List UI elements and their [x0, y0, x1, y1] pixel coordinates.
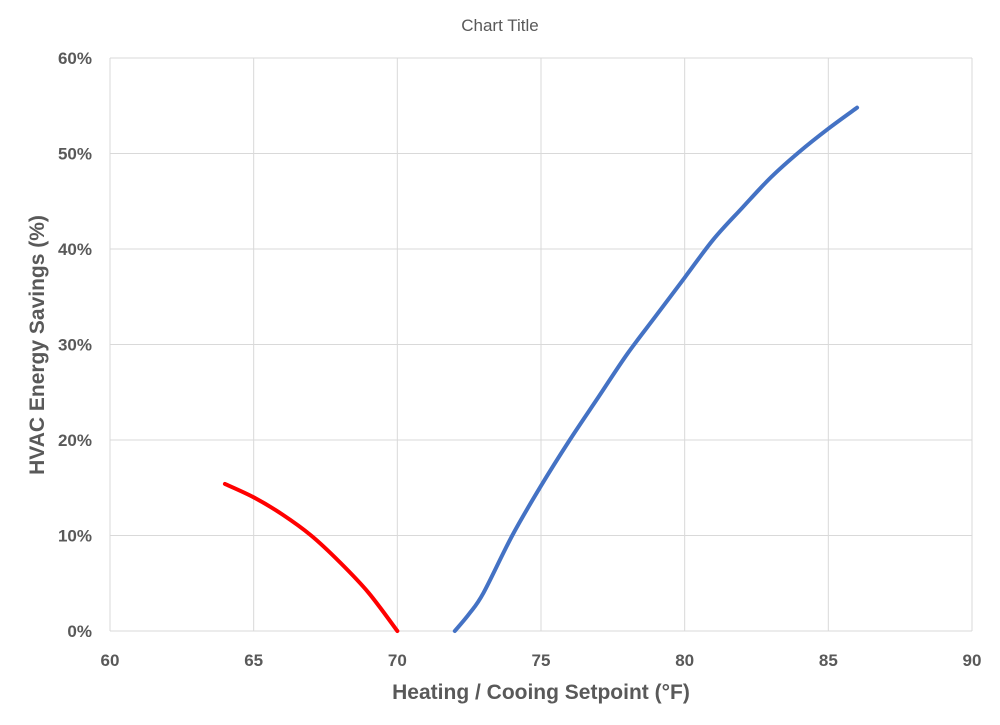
x-tick-label: 75: [532, 651, 551, 670]
y-tick-label: 60%: [58, 49, 92, 68]
y-tick-label: 30%: [58, 336, 92, 355]
x-tick-label: 70: [388, 651, 407, 670]
chart-title: Chart Title: [461, 16, 538, 35]
tick-labels: 60 65 70 75 80 85 90 0% 10% 20% 30% 40% 50% 60%: [58, 49, 981, 670]
x-tick-label: 65: [244, 651, 263, 670]
grid-lines: [109, 57, 973, 632]
x-tick-label: 80: [675, 651, 694, 670]
y-tick-label: 20%: [58, 431, 92, 450]
x-axis-title: Heating / Cooing Setpoint (°F): [392, 681, 690, 704]
y-tick-label: 50%: [58, 145, 92, 164]
x-tick-label: 60: [101, 651, 120, 670]
y-tick-label: 0%: [67, 622, 92, 641]
x-tick-label: 85: [819, 651, 838, 670]
y-tick-label: 10%: [58, 527, 92, 546]
series-layer: [222, 105, 860, 633]
series-line-1: [222, 481, 400, 633]
x-tick-label: 90: [963, 651, 982, 670]
y-tick-label: 40%: [58, 240, 92, 259]
y-axis-title: HVAC Energy Savings (%): [26, 215, 49, 475]
series-line-2: [452, 105, 860, 633]
